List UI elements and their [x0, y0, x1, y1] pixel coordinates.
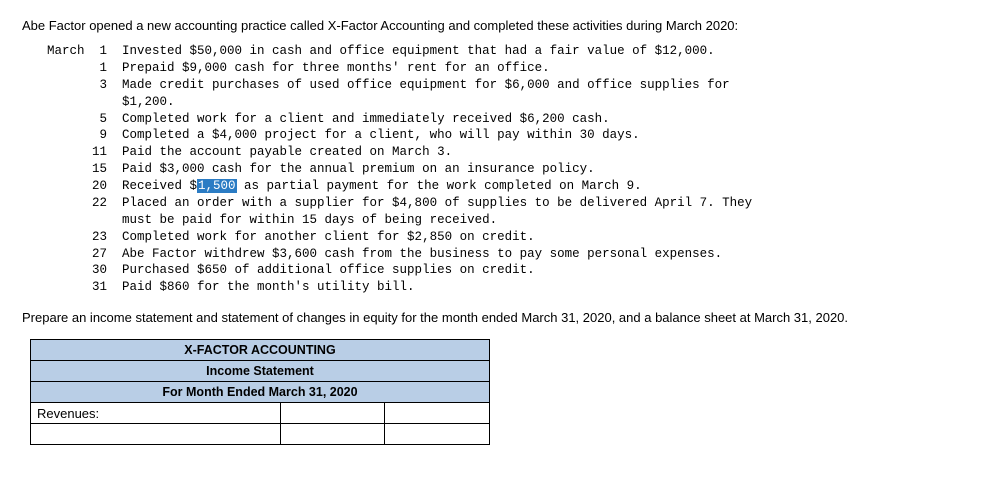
journal-entries: March 1 Invested $50,000 in cash and off…: [32, 43, 982, 296]
income-statement-table: X-FACTOR ACCOUNTING Income Statement For…: [30, 339, 490, 445]
instruction-text: Prepare an income statement and statemen…: [22, 310, 982, 325]
statement-title: X-FACTOR ACCOUNTING: [31, 340, 490, 361]
intro-text: Abe Factor opened a new accounting pract…: [22, 18, 982, 33]
amount-cell[interactable]: [385, 403, 490, 424]
statement-period-row: For Month Ended March 31, 2020: [31, 382, 490, 403]
table-row: Revenues:: [31, 403, 490, 424]
line-item-cell[interactable]: [31, 424, 281, 445]
amount-cell[interactable]: [280, 403, 385, 424]
statement-subtitle-row: Income Statement: [31, 361, 490, 382]
statement-subtitle: Income Statement: [31, 361, 490, 382]
amount-cell[interactable]: [385, 424, 490, 445]
amount-cell[interactable]: [280, 424, 385, 445]
statement-period: For Month Ended March 31, 2020: [31, 382, 490, 403]
statement-title-row: X-FACTOR ACCOUNTING: [31, 340, 490, 361]
revenues-label-cell[interactable]: Revenues:: [31, 403, 281, 424]
table-row: [31, 424, 490, 445]
